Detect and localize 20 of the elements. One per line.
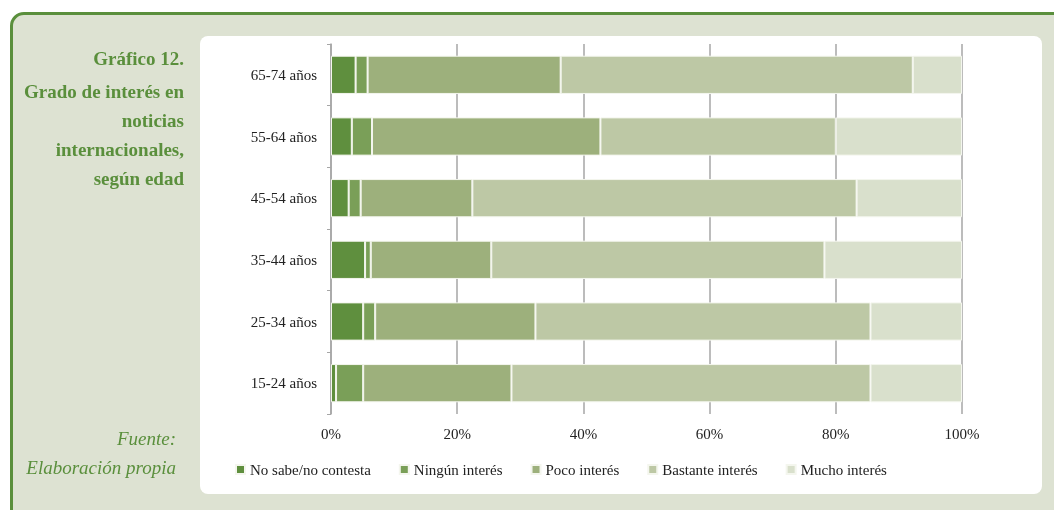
- x-tick-label: 80%: [822, 425, 850, 442]
- x-tick-label: 40%: [569, 425, 598, 442]
- x-tick-label: 60%: [695, 425, 724, 442]
- legend-label: Poco interés: [545, 461, 620, 478]
- source-note: Fuente: Elaboración propia: [25, 427, 176, 480]
- y-tick-label: 15-24 años: [250, 375, 318, 392]
- y-tick-label: 25-34 años: [250, 313, 318, 330]
- y-tick-label: 65-74 años: [250, 66, 318, 83]
- legend-label: No sabe/no contesta: [250, 461, 372, 478]
- x-tick-label: 100%: [944, 425, 980, 442]
- text: Gráfico 12.: [92, 47, 184, 71]
- x-tick-label: 20%: [443, 425, 471, 442]
- text: Grado de interés en noticias internacionales, según edad: [23, 80, 184, 191]
- y-tick-label: 55-64 años: [250, 128, 318, 145]
- legend-label: Bastante interés: [662, 461, 758, 478]
- legend-label: Ningún interés: [413, 461, 503, 478]
- legend-label: Mucho interés: [800, 461, 888, 478]
- y-tick-label: 35-44 años: [250, 251, 318, 268]
- x-tick-label: 0%: [321, 425, 341, 442]
- y-tick-label: 45-54 años: [250, 190, 318, 207]
